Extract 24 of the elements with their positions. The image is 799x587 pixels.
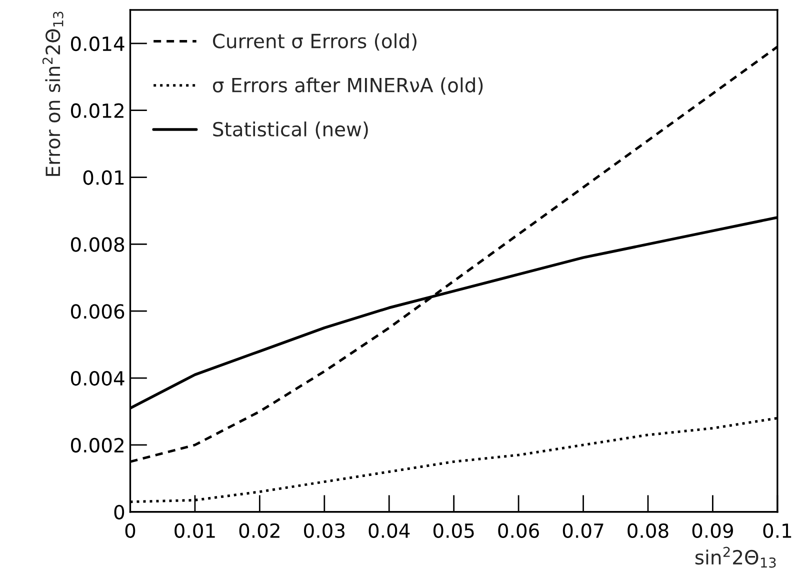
y-tick-label: 0.004	[70, 370, 124, 386]
y-tick-label: 0	[114, 504, 124, 520]
x-tick-label: 0.04	[368, 523, 410, 538]
x-tick-label: 0.01	[174, 523, 215, 538]
y-tick-label: 0.01	[83, 170, 124, 185]
y-tick-label: 0.014	[70, 36, 124, 52]
x-tick-label: 0.1	[763, 523, 792, 538]
x-tick-label: 0.07	[562, 523, 604, 538]
x-tick-label: 0	[125, 523, 136, 538]
y-axis-title: Error on sin$^{2}$2Θ$_{13}$	[42, 12, 64, 176]
y-tick-label: 0.006	[70, 304, 124, 319]
x-tick-label: 0.08	[628, 523, 668, 538]
x-axis-title: sin$^{2}$2Θ$_{13}$	[695, 546, 776, 568]
legend-label: σ Errors after MINERνA (old)	[212, 77, 483, 95]
y-tick-label: 0.008	[70, 237, 124, 252]
x-tick-label: 0.03	[304, 523, 344, 538]
x-tick-label: 0.02	[239, 523, 280, 538]
legend-label: Current σ Errors (old)	[212, 33, 416, 51]
x-tick-label: 0.06	[498, 523, 539, 538]
legend-label: Statistical (new)	[213, 122, 368, 139]
y-tick-label: 0.002	[70, 438, 124, 453]
x-tick-label: 0.05	[433, 523, 474, 538]
y-tick-label: 0.012	[70, 103, 124, 118]
x-tick-label: 0.09	[692, 523, 733, 538]
